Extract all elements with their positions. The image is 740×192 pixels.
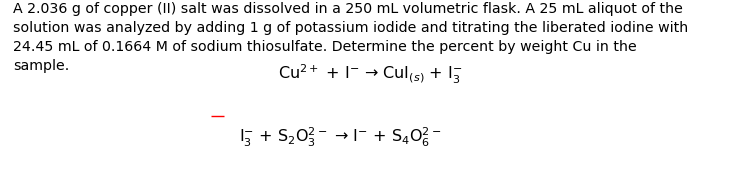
Text: I$_3^{-}$ + S$_2$O$_3^{2-}$ → I$^{-}$ + S$_4$O$_6^{2-}$: I$_3^{-}$ + S$_2$O$_3^{2-}$ → I$^{-}$ + … bbox=[239, 126, 442, 149]
Text: A 2.036 g of copper (II) salt was dissolved in a 250 mL volumetric flask. A 25 m: A 2.036 g of copper (II) salt was dissol… bbox=[13, 2, 689, 73]
Text: Cu$^{2+}$ + I$^{-}$ → CuI$_{(s)}$ + I$_3^{-}$: Cu$^{2+}$ + I$^{-}$ → CuI$_{(s)}$ + I$_3… bbox=[278, 62, 462, 85]
